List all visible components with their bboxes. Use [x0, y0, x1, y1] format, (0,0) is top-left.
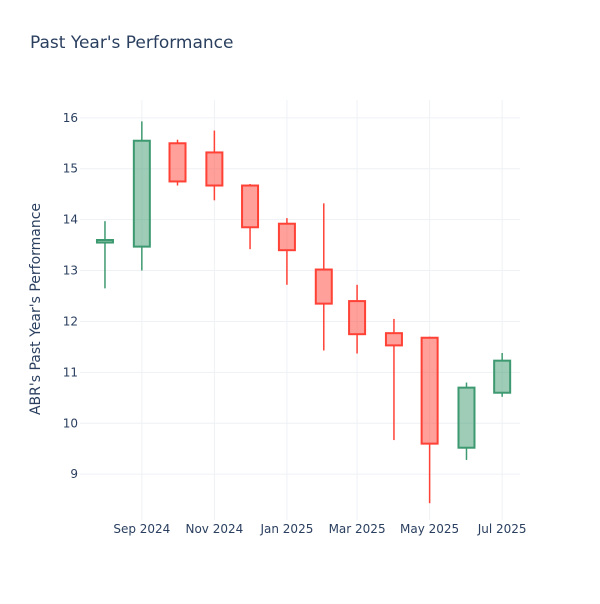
candle	[132, 121, 151, 271]
x-tick-label: Mar 2025	[329, 522, 386, 536]
y-tick-label: 9	[70, 467, 78, 481]
candle	[420, 336, 439, 504]
y-tick-label: 11	[63, 365, 78, 379]
y-tick-label: 13	[63, 264, 78, 278]
x-tick-label: Jan 2025	[259, 522, 313, 536]
candle	[457, 382, 476, 460]
y-tick-label: 16	[63, 111, 78, 125]
y-tick-label: 12	[63, 314, 78, 328]
candle-body	[95, 239, 114, 244]
candle	[241, 184, 260, 250]
y-axis-title: ABR's Past Year's Performance	[28, 203, 44, 415]
candle-body	[348, 300, 367, 336]
y-tick-label: 10	[63, 416, 78, 430]
candle	[493, 353, 512, 397]
candle	[277, 218, 296, 285]
candle	[205, 130, 224, 201]
axis-layer: 9 10 11 12 13 14 15 16 Sep 2024 Nov 2024 Jan 2025 M…	[63, 111, 527, 536]
candle	[314, 203, 333, 351]
candle-body	[493, 359, 512, 394]
candle-body	[420, 336, 439, 445]
x-tick-label: Nov 2024	[185, 522, 243, 536]
candle-body	[205, 151, 224, 187]
candle	[95, 221, 114, 289]
candle-body	[314, 268, 333, 305]
candle	[168, 139, 187, 186]
candle-body	[241, 184, 260, 229]
candle	[384, 318, 403, 441]
candle-layer	[95, 121, 512, 504]
x-tick-label: Sep 2024	[113, 522, 170, 536]
candle-body	[132, 139, 151, 248]
x-tick-label: May 2025	[400, 522, 459, 536]
y-tick-label: 14	[63, 213, 78, 227]
candle	[348, 284, 367, 354]
candle-body	[168, 142, 187, 183]
x-tick-label: Jul 2025	[477, 522, 527, 536]
candle-body	[277, 222, 296, 252]
candle-body	[384, 332, 403, 347]
candle-body	[457, 386, 476, 449]
y-tick-label: 15	[63, 162, 78, 176]
chart-title: Past Year's Performance	[30, 33, 234, 53]
